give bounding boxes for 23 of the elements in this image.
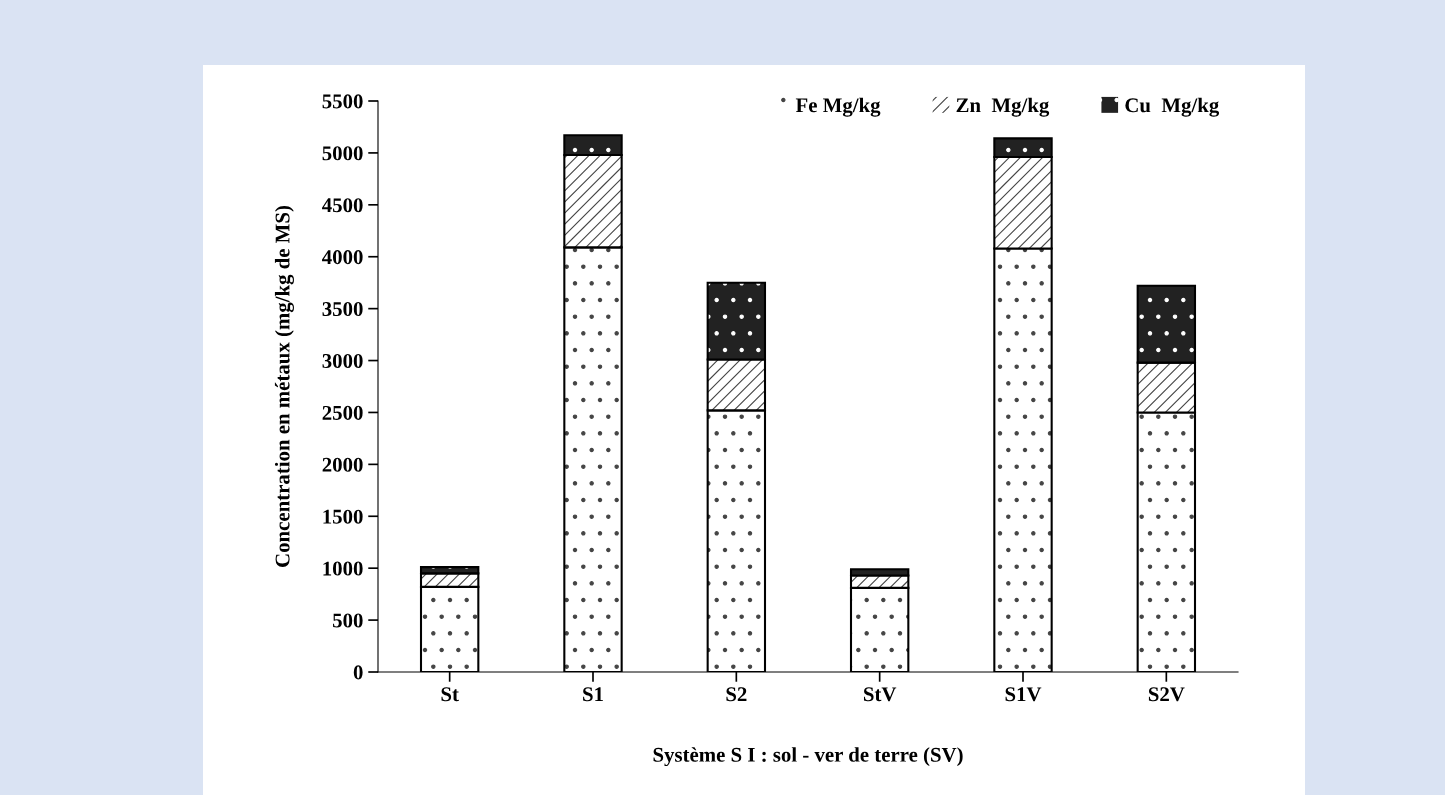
y-tick-label: 1500 <box>323 509 363 524</box>
y-tick-label: 3500 <box>322 302 363 317</box>
x-tick-label: S2V <box>1148 687 1185 702</box>
x-tick-label: StV <box>863 687 897 702</box>
y-axis-title: Concentration en métaux (mg/kg de MS) <box>274 206 294 567</box>
y-tick-label: 5000 <box>322 146 363 161</box>
y-tick-label: 2500 <box>322 405 363 420</box>
y-tick-label: 2000 <box>322 457 363 472</box>
y-tick-label: 3000 <box>322 353 363 368</box>
y-tick-label: 5500 <box>322 94 363 109</box>
y-tick-label: 4000 <box>322 250 363 265</box>
y-tick-label: 500 <box>333 613 363 628</box>
legend-label: Fe Mg/kg <box>795 97 881 117</box>
y-tick-label: 0 <box>353 665 363 680</box>
x-tick-label: S2 <box>726 687 747 702</box>
y-tick-label: 4500 <box>322 198 363 213</box>
x-axis-title: Système S I : sol - ver de terre (SV) <box>653 747 963 767</box>
legend-label: Cu Mg/kg <box>1125 97 1220 117</box>
x-tick-label: S1 <box>583 687 603 702</box>
x-tick-label: St <box>441 687 459 702</box>
x-tick-label: S1V <box>1005 687 1042 702</box>
y-tick-label: 1000 <box>323 561 363 576</box>
legend-label: Zn Mg/kg <box>956 97 1050 117</box>
